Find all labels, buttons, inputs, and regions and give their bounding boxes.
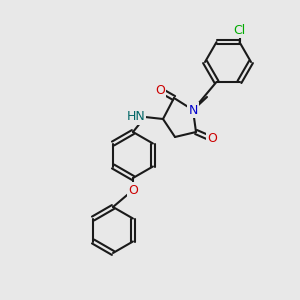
Text: N: N xyxy=(188,103,198,116)
Text: O: O xyxy=(207,133,217,146)
Text: HN: HN xyxy=(126,110,145,124)
Text: Cl: Cl xyxy=(233,24,246,37)
Text: O: O xyxy=(128,184,138,196)
Text: O: O xyxy=(155,83,165,97)
